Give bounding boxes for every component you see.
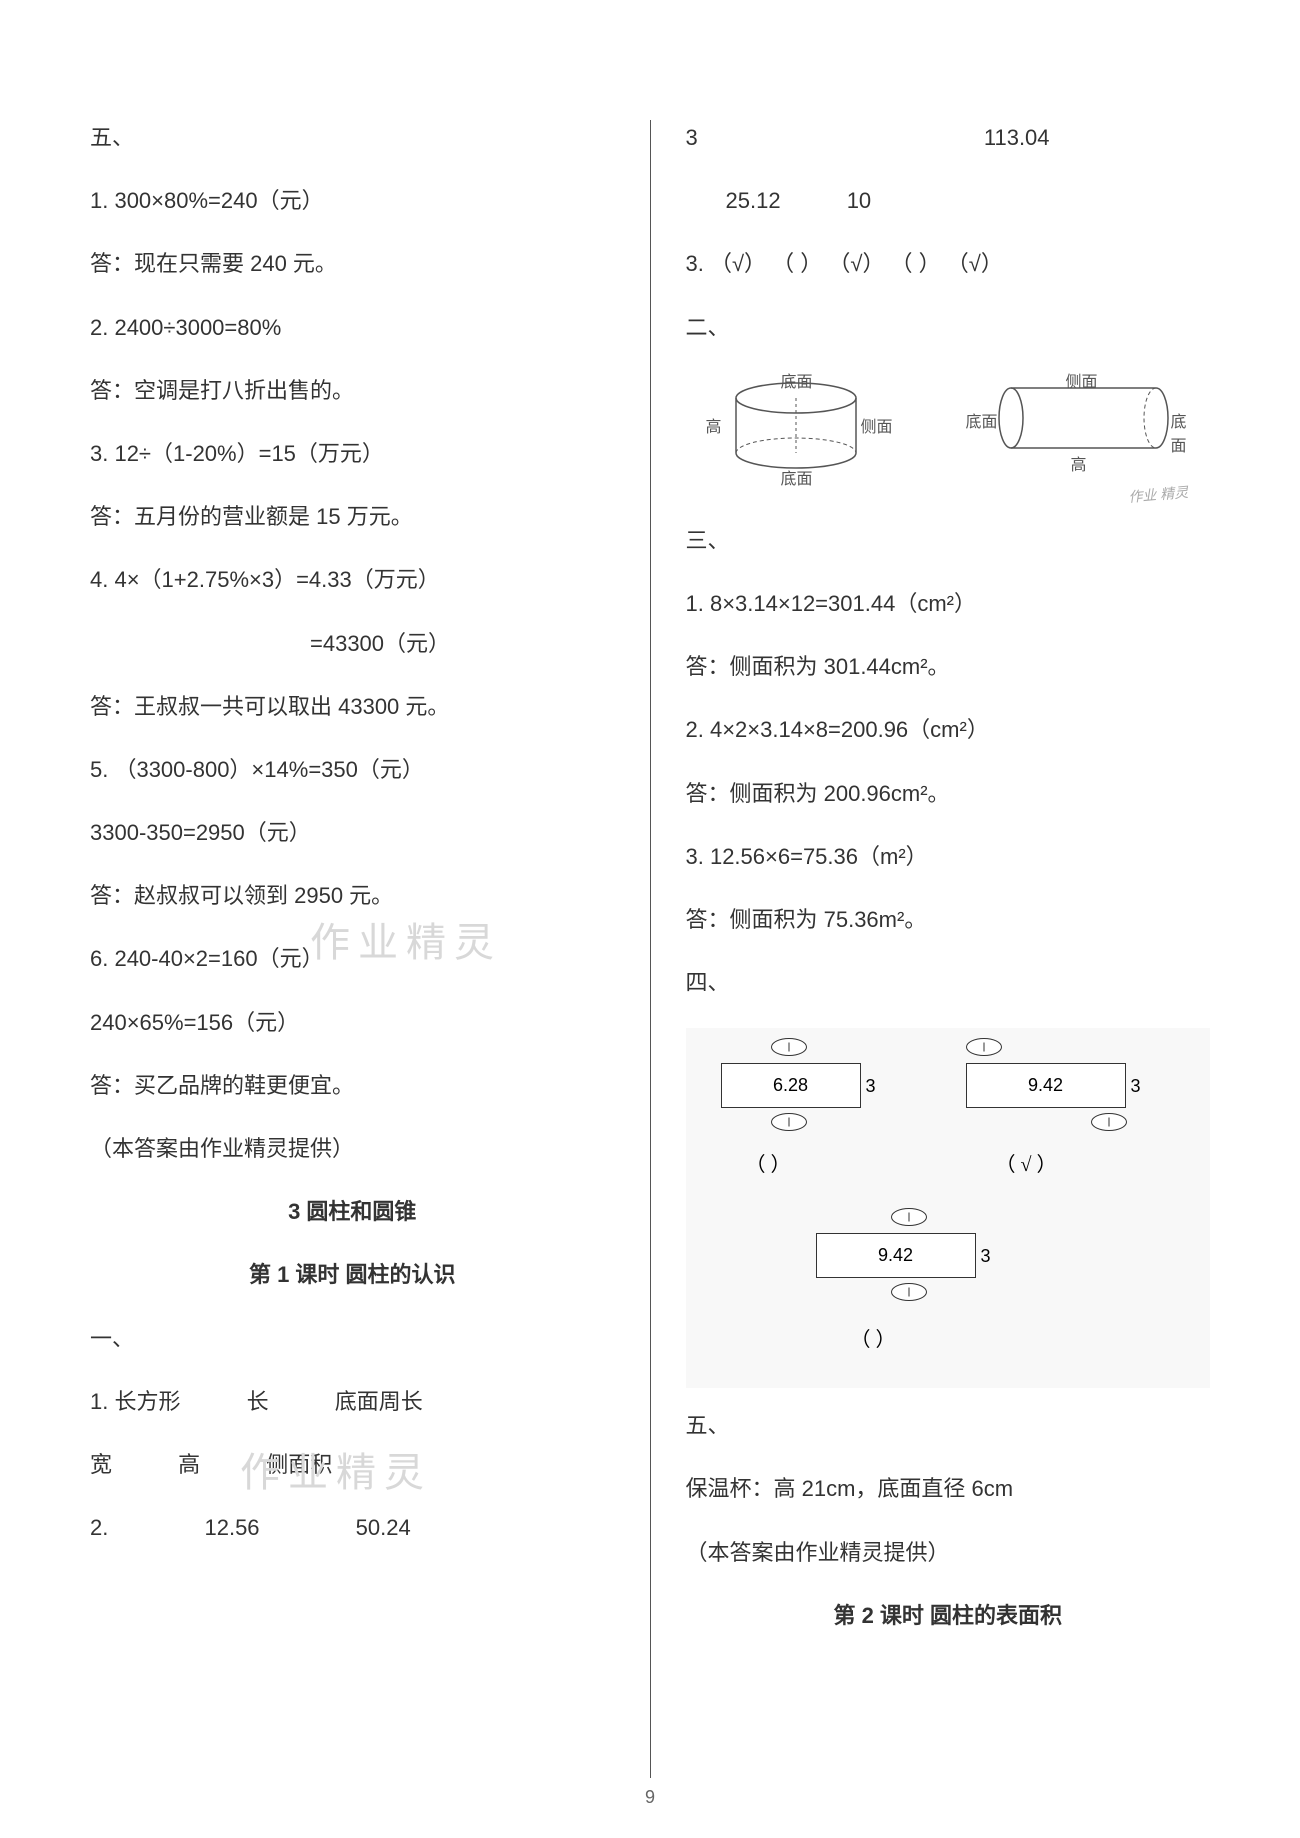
problem-4: 4. 4×（1+2.75%×3）=4.33（万元） xyxy=(90,562,615,597)
rect-2: 9.42 xyxy=(966,1063,1126,1108)
label-top2: 侧面 xyxy=(1066,368,1098,392)
label-bottom1: 底面 xyxy=(781,465,813,489)
section-4-heading: 四、 xyxy=(686,965,1211,1000)
label-height2: 高 xyxy=(1071,451,1087,475)
answer-2: 答：空调是打八折出售的。 xyxy=(90,373,615,408)
corner-stamp: 作业 精灵 xyxy=(1128,479,1223,547)
label-side1: 侧面 xyxy=(861,413,893,437)
rect-2-val: 9.42 xyxy=(1028,1075,1063,1096)
r2-row: 25.12 10 xyxy=(686,183,1211,218)
q2-c: 50.24 xyxy=(356,1510,411,1545)
problem-5b: 3300-350=2950（元） xyxy=(90,815,615,850)
r3-judgment: 3. （√） （ ） （√） （ ） （√） xyxy=(686,246,1211,281)
q1-a: 1. 长方形 xyxy=(90,1384,180,1419)
problem-3: 3. 12÷（1-20%）=15（万元） xyxy=(90,436,615,471)
label-right2: 底面 xyxy=(1171,408,1196,456)
credit-2: （本答案由作业精灵提供） xyxy=(686,1535,1211,1570)
r3-2: 2. 4×2×3.14×8=200.96（cm²） xyxy=(686,712,1211,747)
problem-6: 6. 240-40×2=160（元） xyxy=(90,941,615,976)
r2-b: 10 xyxy=(847,183,871,218)
label-height1: 高 xyxy=(706,413,722,437)
answer-1: 答：现在只需要 240 元。 xyxy=(90,246,615,281)
r5-1: 保温杯：高 21cm，底面直径 6cm xyxy=(686,1471,1211,1506)
circle-1-bottom xyxy=(771,1113,807,1131)
label-left2: 底面 xyxy=(966,408,998,432)
chapter-title: 3 圆柱和圆锥 xyxy=(90,1194,615,1229)
circle-3-bottom xyxy=(891,1283,927,1301)
q1-f: 侧面积 xyxy=(266,1447,332,1482)
q2-row: 2. 12.56 50.24 xyxy=(90,1510,615,1545)
r3-2a: 答：侧面积为 200.96cm²。 xyxy=(686,776,1211,811)
circle-2-top xyxy=(966,1038,1002,1056)
cylinder-diagram-area: 底面 侧面 底面 高 侧面 底面 底面 高 作业 精灵 xyxy=(686,373,1211,503)
r3-1: 1. 8×3.14×12=301.44（cm²） xyxy=(686,586,1211,621)
answer-6: 答：买乙品牌的鞋更便宜。 xyxy=(90,1068,615,1103)
left-column: 作业精灵 作业精灵 五、 1. 300×80%=240（元） 答：现在只需要 2… xyxy=(90,120,650,1778)
r3-1a: 答：侧面积为 301.44cm²。 xyxy=(686,649,1211,684)
problem-6b: 240×65%=156（元） xyxy=(90,1005,615,1040)
answer-4: 答：王叔叔一共可以取出 43300 元。 xyxy=(90,689,615,724)
lesson-2-title: 第 2 课时 圆柱的表面积 xyxy=(686,1598,1211,1633)
q1-row1: 1. 长方形 长 底面周长 xyxy=(90,1384,615,1419)
r1-b: 113.04 xyxy=(984,120,1050,155)
side-3: 3 xyxy=(981,1246,991,1267)
rect-3-val: 9.42 xyxy=(878,1245,913,1266)
r3-3a: 答：侧面积为 75.36m²。 xyxy=(686,902,1211,937)
q1-c: 底面周长 xyxy=(335,1384,423,1419)
cylinder-1: 底面 侧面 底面 高 xyxy=(696,373,896,488)
q1-row2: 宽 高 侧面积 xyxy=(90,1447,615,1482)
q1-e: 高 xyxy=(178,1447,200,1482)
q1-b: 长 xyxy=(247,1384,269,1419)
credit-line: （本答案由作业精灵提供） xyxy=(90,1131,615,1166)
cylinder-2: 侧面 底面 底面 高 xyxy=(976,373,1196,488)
problem-4b: =43300（元） xyxy=(90,626,615,661)
section-2-heading: 二、 xyxy=(686,310,1211,345)
section-1-heading: 一、 xyxy=(90,1321,615,1356)
problem-1: 1. 300×80%=240（元） xyxy=(90,183,615,218)
rect-1-val: 6.28 xyxy=(773,1075,808,1096)
q2-a: 2. xyxy=(90,1510,108,1545)
side-2: 3 xyxy=(1131,1076,1141,1097)
circle-2-bottom xyxy=(1091,1113,1127,1131)
q2-b: 12.56 xyxy=(204,1510,259,1545)
lesson-title: 第 1 课时 圆柱的认识 xyxy=(90,1257,615,1292)
problem-2: 2. 2400÷3000=80% xyxy=(90,310,615,345)
circle-3-top xyxy=(891,1208,927,1226)
answer-3: 答：五月份的营业额是 15 万元。 xyxy=(90,499,615,534)
answer-5: 答：赵叔叔可以领到 2950 元。 xyxy=(90,878,615,913)
section-5-heading: 五、 xyxy=(90,120,615,155)
page-number: 9 xyxy=(645,1787,655,1808)
paren-3: （ ） xyxy=(851,1323,896,1352)
right-column: 3 113.04 25.12 10 3. （√） （ ） （√） （ ） （√）… xyxy=(650,120,1211,1778)
rect-3: 9.42 xyxy=(816,1233,976,1278)
page-container: 作业精灵 作业精灵 五、 1. 300×80%=240（元） 答：现在只需要 2… xyxy=(90,120,1210,1778)
side-1: 3 xyxy=(866,1076,876,1097)
r3-3: 3. 12.56×6=75.36（m²） xyxy=(686,839,1211,874)
section4-diagram: 6.28 3 （ ） 9.42 3 （ √ ） 9.42 3 （ ） xyxy=(686,1028,1211,1388)
r1-row: 3 113.04 xyxy=(686,120,1211,155)
paren-2: （ √ ） xyxy=(996,1148,1057,1177)
paren-1: （ ） xyxy=(746,1148,791,1177)
q1-d: 宽 xyxy=(90,1447,112,1482)
section-5-heading-r: 五、 xyxy=(686,1408,1211,1443)
circle-1-top xyxy=(771,1038,807,1056)
r2-a: 25.12 xyxy=(726,183,781,218)
label-top1: 底面 xyxy=(781,368,813,392)
r1-a: 3 xyxy=(686,120,698,155)
rect-1: 6.28 xyxy=(721,1063,861,1108)
problem-5: 5. （3300-800）×14%=350（元） xyxy=(90,752,615,787)
